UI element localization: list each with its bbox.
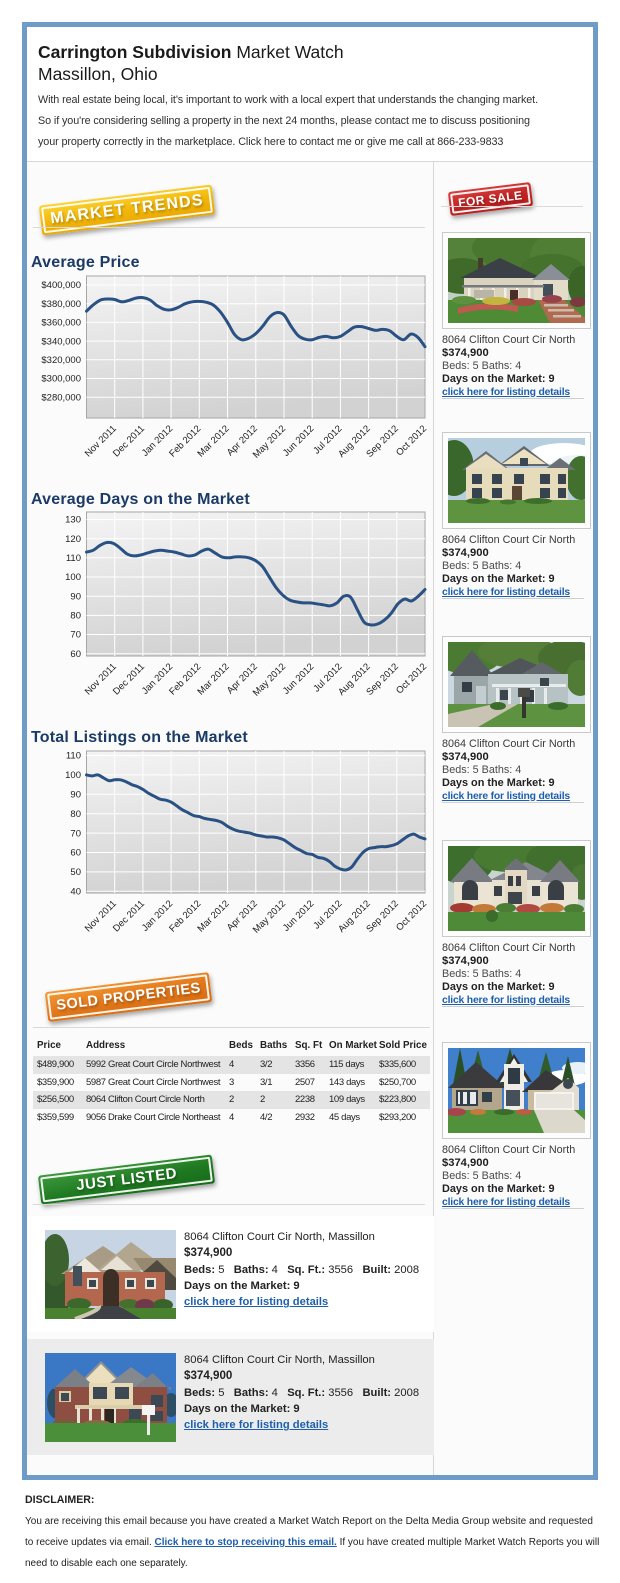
svg-text:60: 60 xyxy=(70,848,81,859)
svg-text:110: 110 xyxy=(66,553,81,564)
svg-text:60: 60 xyxy=(70,649,81,660)
svg-text:110: 110 xyxy=(66,751,81,762)
svg-text:Oct 2012: Oct 2012 xyxy=(394,661,429,696)
svg-text:$400,000: $400,000 xyxy=(41,280,81,291)
svg-text:70: 70 xyxy=(70,630,81,641)
svg-text:$360,000: $360,000 xyxy=(41,318,81,329)
svg-text:$300,000: $300,000 xyxy=(41,374,81,385)
svg-text:Jun 2012: Jun 2012 xyxy=(281,661,316,696)
svg-text:90: 90 xyxy=(70,790,81,801)
svg-text:Jun 2012: Jun 2012 xyxy=(281,423,316,458)
svg-text:Oct 2012: Oct 2012 xyxy=(394,423,429,458)
svg-text:70: 70 xyxy=(70,828,81,839)
svg-text:90: 90 xyxy=(70,591,81,602)
svg-text:$380,000: $380,000 xyxy=(41,299,81,310)
svg-text:$280,000: $280,000 xyxy=(41,392,81,403)
svg-text:80: 80 xyxy=(70,611,81,622)
svg-text:130: 130 xyxy=(65,515,81,526)
svg-text:Oct 2012: Oct 2012 xyxy=(394,898,429,933)
svg-text:$340,000: $340,000 xyxy=(41,336,81,347)
svg-text:50: 50 xyxy=(70,867,81,878)
svg-text:120: 120 xyxy=(65,534,81,545)
svg-text:Jun 2012: Jun 2012 xyxy=(281,898,316,933)
svg-text:80: 80 xyxy=(70,809,81,820)
svg-text:100: 100 xyxy=(65,770,81,781)
svg-text:40: 40 xyxy=(70,887,81,898)
svg-text:100: 100 xyxy=(65,572,81,583)
svg-text:$320,000: $320,000 xyxy=(41,355,81,366)
